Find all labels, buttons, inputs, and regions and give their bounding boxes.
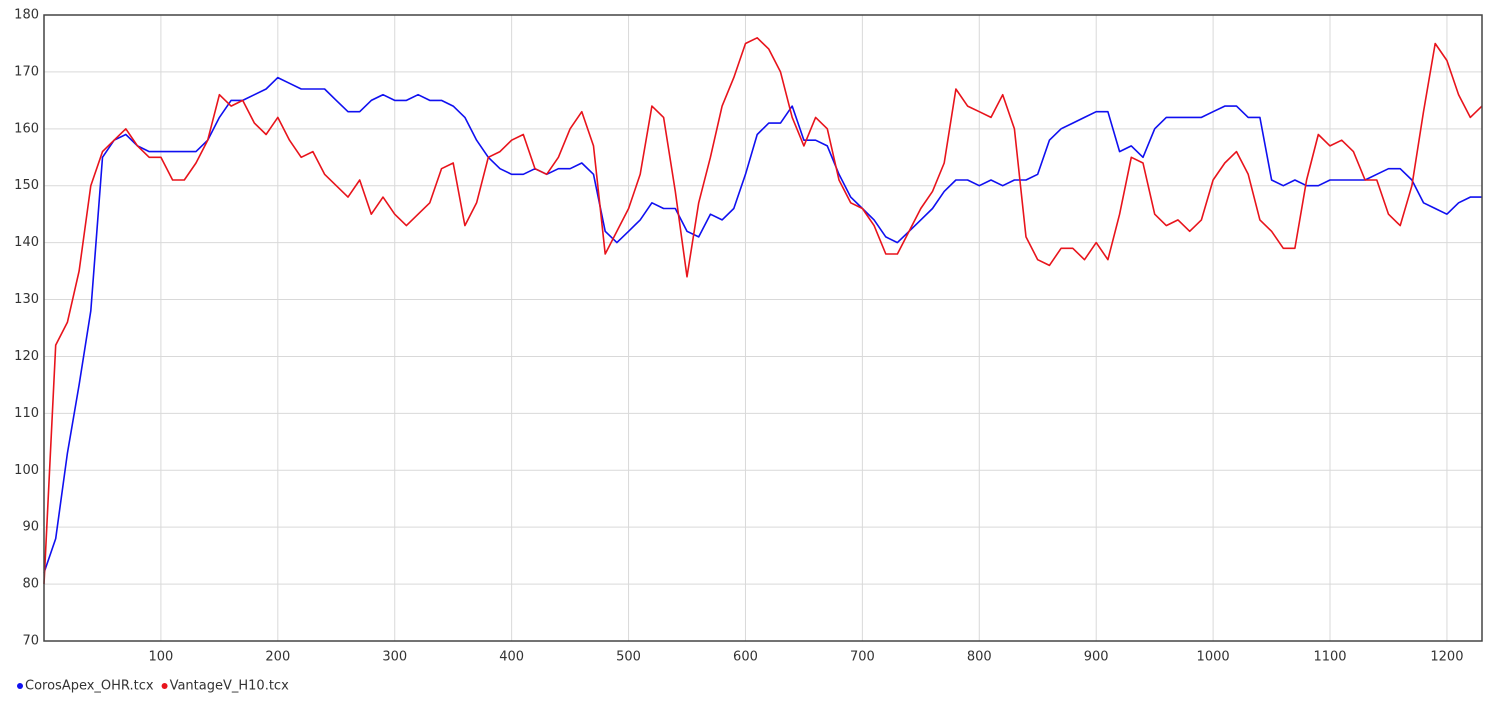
y-tick-label: 160 [14,121,39,136]
x-tick-label: 600 [733,650,758,665]
x-tick-label: 1000 [1197,650,1230,665]
x-tick-label: 1200 [1430,650,1463,665]
y-tick-label: 70 [22,634,39,649]
y-tick-label: 90 [22,520,39,535]
x-tick-label: 900 [1084,650,1109,665]
plot-frame [43,14,1483,642]
y-tick-label: 130 [14,292,39,307]
x-tick-label: 300 [382,650,407,665]
y-tick-label: 150 [14,178,39,193]
x-tick-label: 800 [967,650,992,665]
x-tick-label: 1100 [1313,650,1346,665]
x-tick-label: 200 [265,650,290,665]
y-tick-label: 80 [22,577,39,592]
x-tick-label: 500 [616,650,641,665]
y-tick-label: 170 [14,64,39,79]
x-tick-label: 100 [148,650,173,665]
series-line [43,37,1483,585]
legend-dot [17,683,23,689]
y-tick-label: 110 [14,406,39,421]
y-tick-label: 140 [14,235,39,250]
y-tick-label: 120 [14,349,39,364]
legend-label: CorosApex_OHR.tcx [25,679,154,694]
y-tick-label: 180 [14,8,39,23]
x-tick-label: 400 [499,650,524,665]
legend-dot [161,683,168,689]
x-tick-label: 700 [850,650,875,665]
series-line [43,76,1482,573]
y-tick-label: 100 [14,463,39,478]
legend-label: VantageV_H10.tcx [170,679,289,694]
